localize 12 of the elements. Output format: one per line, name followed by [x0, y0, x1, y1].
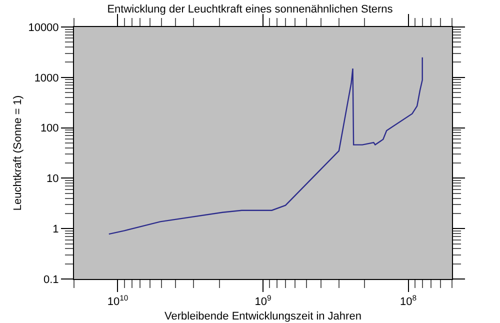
x-axis-title: Verbleibende Entwicklungszeit in Jahren [164, 310, 362, 322]
y-tick-label: 0.1 [44, 274, 59, 286]
x-tick-label: 10$^{9}$ [254, 294, 272, 308]
y-tick-label: 1000 [34, 72, 59, 84]
y-tick-label: 1 [52, 223, 59, 236]
x-tick-label: 10$^{8}$ [400, 294, 417, 308]
y-tick-label: 100 [40, 122, 59, 135]
x-tick-label: 10$^{10}$ [107, 294, 128, 308]
chart-title: Entwicklung der Leuchtkraft eines sonnenähnlichen Sterns [107, 4, 394, 16]
y-tick-label: 10 [46, 173, 59, 186]
y-tick-label: 10000 [28, 22, 59, 34]
y-axis-title: Leuchtkraft (Sonne = 1) [12, 95, 24, 211]
